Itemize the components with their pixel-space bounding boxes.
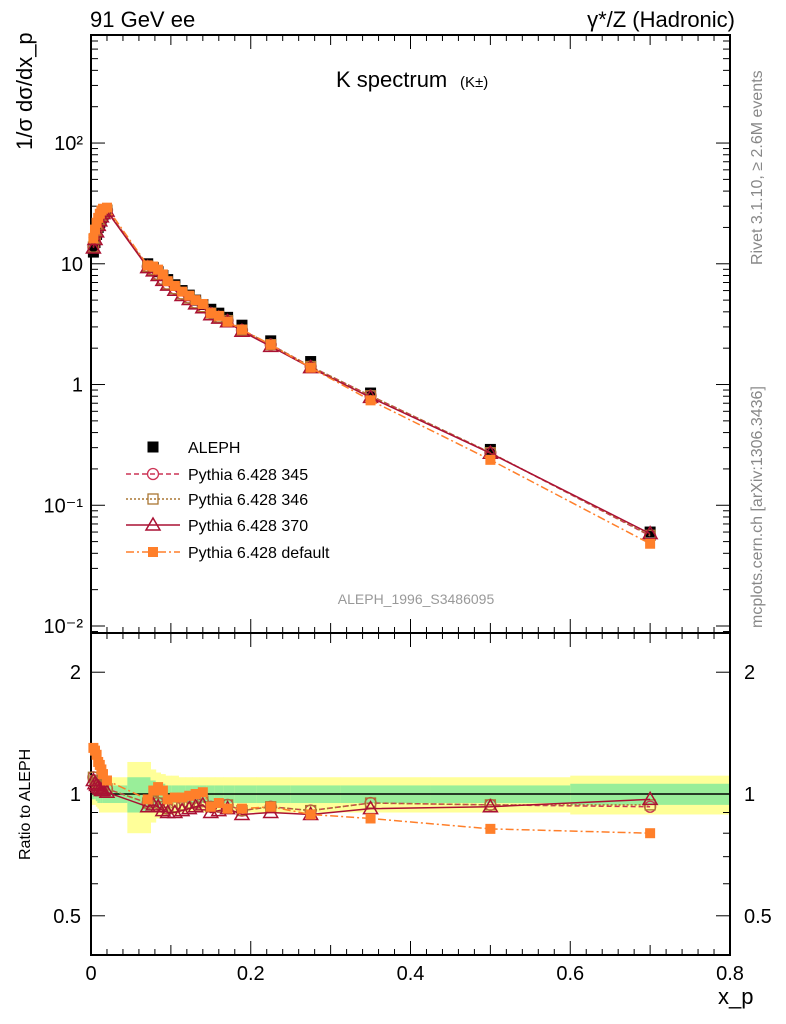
ratio-axis-label: Ratio to ALEPH: [17, 749, 34, 860]
marker-square-filled: [222, 803, 233, 814]
marker-square-filled: [89, 224, 100, 235]
marker-square-filled: [190, 789, 201, 799]
marker-data: [147, 441, 159, 453]
ratio-tick-label-right: 2: [744, 662, 755, 684]
marker-triangle: [154, 802, 172, 817]
ratio-tick-label-right: 0.5: [744, 906, 772, 928]
marker-square-filled: [184, 290, 195, 301]
marker-triangle: [85, 239, 102, 254]
marker-data: [644, 526, 656, 538]
y-tick-label: 10⁻¹: [44, 495, 84, 517]
marker-triangle: [166, 804, 184, 819]
marker-square-filled: [190, 295, 201, 306]
marker-square-filled: [142, 794, 153, 805]
x-tick-label: 0.2: [237, 963, 265, 985]
marker-triangle: [180, 800, 198, 815]
series-line: [92, 209, 651, 536]
rivet-label: Rivet 3.1.10, ≥ 2.6M events: [749, 70, 766, 265]
marker-square-filled: [177, 792, 188, 803]
marker-square-filled: [162, 794, 173, 805]
marker-data: [365, 387, 377, 399]
marker-triangle: [641, 790, 659, 806]
series-line: [92, 209, 651, 537]
legend-label: ALEPH: [188, 440, 240, 457]
marker-square-filled: [177, 286, 188, 297]
marker-square-filled: [305, 362, 316, 373]
chart-subtitle: (K±): [460, 74, 488, 91]
marker-square-filled: [169, 792, 180, 803]
x-tick-label: 0: [85, 963, 96, 985]
chart-title: K spectrum: [336, 67, 447, 92]
marker-square-filled: [91, 749, 102, 760]
marker-square-filled: [157, 269, 168, 280]
marker-square-filled: [142, 260, 153, 271]
marker-square-filled: [213, 798, 224, 809]
marker-triangle: [187, 798, 204, 813]
legend-label: Pythia 6.428 345: [188, 467, 308, 484]
marker-square-filled: [184, 790, 195, 801]
marker-square-filled: [88, 233, 99, 244]
marker-triangle: [173, 802, 191, 817]
y-tick-label: 10²: [54, 133, 83, 155]
series-line: [92, 206, 651, 545]
marker-triangle: [641, 525, 659, 540]
marker-triangle: [94, 782, 112, 797]
marker-square-filled: [197, 787, 208, 798]
ratio-tick-label: 2: [70, 662, 81, 684]
marker-square-filled: [485, 454, 496, 465]
marker-square-filled: [485, 823, 496, 834]
ratio-series-line: [92, 776, 651, 812]
marker-square-filled: [205, 801, 216, 812]
marker-square-filled: [148, 547, 158, 557]
x-tick-label: 0.4: [397, 963, 425, 985]
marker-square-filled: [197, 298, 208, 309]
marker-square-filled: [236, 324, 247, 335]
marker-triangle: [139, 798, 157, 813]
marker-square-filled: [265, 339, 276, 350]
marker-square-filled: [265, 801, 276, 812]
marker-square-filled: [222, 316, 233, 327]
marker-square-filled: [101, 202, 112, 213]
legend-label: Pythia 6.428 346: [188, 492, 308, 509]
y-axis-label: 1/σ dσ/dx_p: [12, 32, 37, 150]
marker-square-open: [147, 493, 159, 505]
marker-square-filled: [101, 775, 112, 786]
y-tick-label: 1: [72, 375, 83, 397]
marker-square-filled: [645, 538, 656, 549]
x-tick-label: 0.8: [716, 963, 744, 985]
marker-square-filled: [213, 310, 224, 321]
marker-square-filled: [157, 785, 168, 796]
marker-square-filled: [236, 803, 247, 814]
legend-label: Pythia 6.428 370: [188, 518, 308, 535]
x-tick-label: 0.6: [556, 963, 584, 985]
marker-triangle: [98, 783, 116, 799]
ratio-tick-label: 0.5: [53, 906, 81, 928]
marker-square-filled: [162, 276, 173, 287]
process-label: γ*/Z (Hadronic): [587, 7, 735, 32]
marker-triangle: [482, 798, 499, 813]
marker-square-filled: [365, 813, 376, 824]
marker-square-filled: [305, 809, 316, 820]
marker-circle: [146, 467, 160, 481]
y-tick-label: 10⁻²: [44, 616, 84, 638]
marker-square-filled: [645, 828, 656, 839]
x-axis-label: x_p: [718, 984, 753, 1009]
ratio-tick-label-right: 1: [744, 784, 755, 806]
marker-triangle: [144, 516, 162, 531]
series-line: [92, 210, 651, 535]
marker-square-filled: [169, 280, 180, 291]
energy-label: 91 GeV ee: [90, 7, 195, 32]
y-tick-label: 10: [61, 254, 83, 276]
marker-square-filled: [205, 308, 216, 319]
analysis-label: ALEPH_1996_S3486095: [338, 591, 495, 607]
ratio-tick-label: 1: [70, 784, 81, 806]
marker-data: [484, 443, 496, 455]
main-frame: [90, 34, 731, 634]
marker-square-filled: [365, 395, 376, 406]
mcplots-label: mcplots.cern.ch [arXiv:1306.3436]: [749, 386, 766, 628]
marker-square-filled: [97, 769, 108, 780]
legend-label: Pythia 6.428 default: [188, 545, 330, 562]
